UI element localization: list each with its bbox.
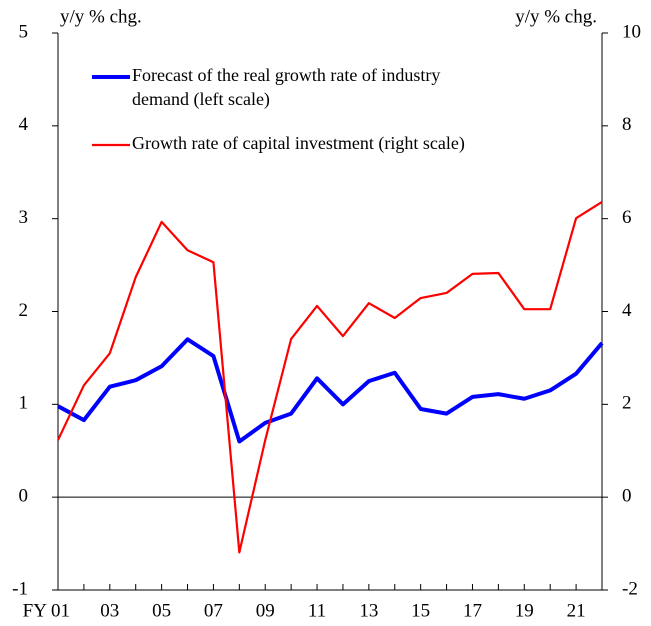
y2-tick-label: 4 (622, 300, 632, 321)
y2-tick-label: 10 (622, 21, 641, 42)
legend-label: Growth rate of capital investment (right… (132, 133, 465, 154)
x-tick-label: 19 (515, 600, 534, 621)
x-tick-label: 15 (411, 600, 430, 621)
x-tick-label: 11 (308, 600, 326, 621)
y-tick-label: 0 (19, 486, 29, 507)
y-tick-label: 3 (19, 207, 29, 228)
y2-tick-label: 2 (622, 393, 632, 414)
y2-tick-label: 8 (622, 114, 632, 135)
y2-tick-label: 0 (622, 486, 632, 507)
series-line (57, 201, 603, 554)
y2-axis-label: y/y % chg. (515, 6, 597, 27)
y2-tick-label: 6 (622, 207, 632, 228)
x-tick-label: 17 (463, 600, 482, 621)
y-tick-label: 5 (19, 21, 29, 42)
y-axis-label: y/y % chg. (60, 6, 142, 27)
series-line (57, 337, 604, 444)
legend-label: Forecast of the real growth rate of indu… (132, 65, 440, 110)
y2-tick-label: -2 (622, 578, 638, 599)
x-tick-label: 05 (152, 600, 171, 621)
x-tick-label: 09 (256, 600, 275, 621)
y-tick-label: -1 (12, 578, 28, 599)
y-tick-label: 2 (19, 300, 29, 321)
y-tick-label: 1 (19, 393, 29, 414)
x-tick-label: FY 01 (23, 600, 70, 621)
x-tick-label: 21 (567, 600, 586, 621)
x-tick-label: 13 (359, 600, 378, 621)
y-tick-label: 4 (19, 114, 29, 135)
x-tick-label: 07 (204, 600, 223, 621)
x-tick-label: 03 (100, 600, 119, 621)
